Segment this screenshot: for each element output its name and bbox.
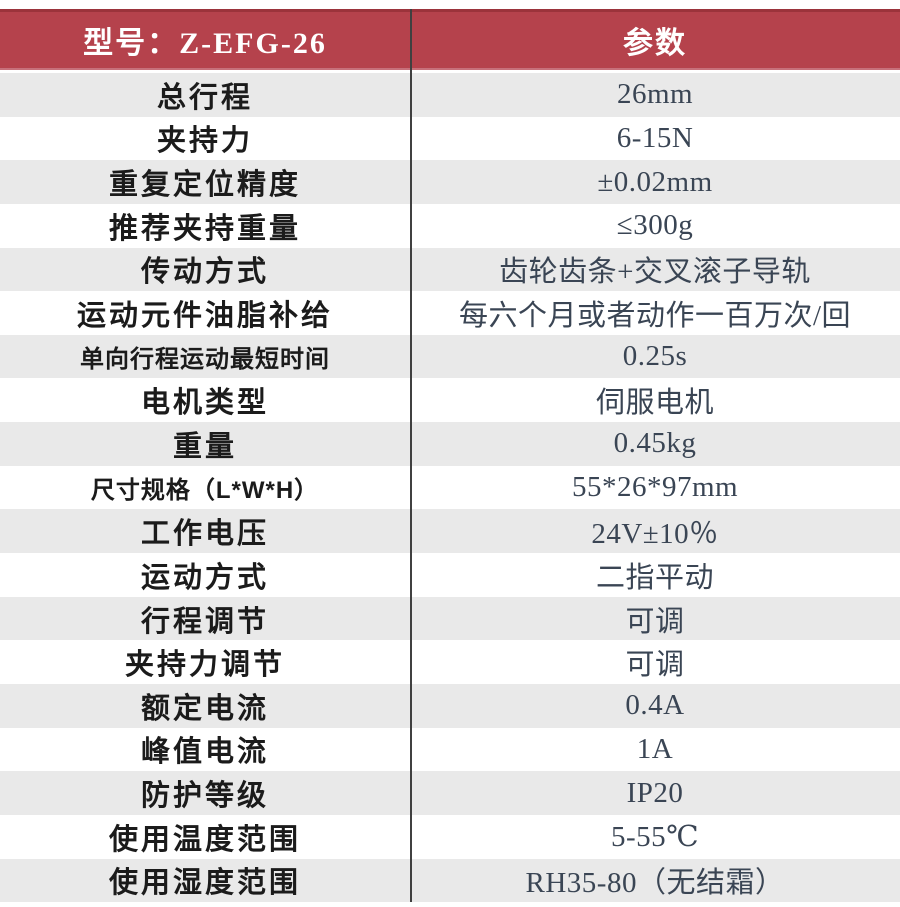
- spec-label: 工作电压: [140, 518, 269, 551]
- spec-label: 行程调节: [140, 605, 269, 638]
- spec-value: ≤300g: [616, 209, 694, 242]
- spec-label: 使用湿度范围: [108, 867, 301, 900]
- spec-value: 二指平动: [595, 561, 714, 594]
- spec-value: 可调: [625, 649, 685, 682]
- spec-value: ±0.02mm: [597, 165, 713, 198]
- table-row: 运动元件油脂补给 每六个月或者动作一百万次/回: [0, 291, 900, 335]
- spec-label: 防护等级: [140, 780, 269, 813]
- table-row: 工作电压 24V±10％: [0, 509, 900, 554]
- table-row: 行程调节 可调: [0, 596, 900, 641]
- table-header-row: 型号：Z-EFG-26 参数: [0, 9, 900, 70]
- table-row: 尺寸规格（L*W*H） 55*26*97mm: [0, 465, 900, 510]
- spec-value: 0.25s: [622, 340, 688, 373]
- header-params-cell: 参数: [623, 27, 687, 60]
- table-row: 单向行程运动最短时间 0.25s: [0, 334, 900, 379]
- spec-label: 总行程: [156, 81, 253, 114]
- table-row: 总行程 26mm: [0, 73, 900, 117]
- spec-value: 1A: [636, 732, 674, 765]
- table-row: 传动方式 齿轮齿条+交叉滚子导轨: [0, 247, 900, 292]
- spec-label: 传动方式: [140, 256, 269, 289]
- spec-label: 夹持力: [156, 125, 253, 158]
- spec-value: 齿轮齿条+交叉滚子导轨: [499, 256, 811, 289]
- spec-label: 推荐夹持重量: [108, 212, 301, 245]
- spec-label: 峰值电流: [140, 736, 269, 769]
- table-row: 夹持力调节 可调: [0, 640, 900, 684]
- table-row: 防护等级 IP20: [0, 771, 900, 815]
- spec-label: 重复定位精度: [108, 169, 301, 202]
- table-row: 使用湿度范围 RH35-80（无结霜）: [0, 858, 900, 903]
- spec-label: 尺寸规格（L*W*H）: [90, 477, 320, 505]
- table-row: 峰值电流 1A: [0, 727, 900, 772]
- spec-label: 夹持力调节: [124, 649, 285, 682]
- header-model-cell: 型号：Z-EFG-26: [83, 27, 327, 60]
- spec-value: RH35-80（无结霜）: [525, 867, 785, 900]
- table-body: 总行程 26mm 夹持力 6-15N 重复定位精度 ±0.02mm 推荐夹持重量 ≤300g 传…: [0, 73, 900, 903]
- spec-label: 运动方式: [140, 561, 269, 594]
- table-row: 推荐夹持重量 ≤300g: [0, 203, 900, 248]
- spec-value: 0.45kg: [613, 427, 697, 460]
- table-row: 重复定位精度 ±0.02mm: [0, 160, 900, 204]
- spec-label: 重量: [172, 430, 237, 463]
- table-row: 电机类型 伺服电机: [0, 378, 900, 423]
- table-row: 额定电流 0.4A: [0, 683, 900, 728]
- spec-label: 电机类型: [140, 387, 269, 420]
- spec-value: 55*26*97mm: [571, 471, 739, 504]
- table-row: 夹持力 6-15N: [0, 116, 900, 161]
- column-divider: [410, 9, 412, 903]
- spec-value: 26mm: [616, 78, 694, 111]
- table-row: 运动方式 二指平动: [0, 553, 900, 597]
- spec-label: 单向行程运动最短时间: [80, 346, 330, 374]
- spec-value: 24V±10％: [591, 518, 719, 551]
- table-row: 使用温度范围 5-55℃: [0, 814, 900, 859]
- spec-value: 可调: [625, 605, 685, 638]
- spec-label: 额定电流: [140, 692, 269, 725]
- spec-table: 型号：Z-EFG-26 参数 总行程 26mm 夹持力 6-15N 重复定位精度 ±0.0…: [0, 9, 900, 903]
- spec-value: 伺服电机: [595, 387, 714, 420]
- spec-value: IP20: [626, 776, 684, 809]
- spec-value: 每六个月或者动作一百万次/回: [458, 300, 852, 333]
- spec-label: 运动元件油脂补给: [76, 300, 333, 333]
- spec-value: 6-15N: [616, 121, 694, 154]
- spec-label: 使用温度范围: [108, 823, 301, 856]
- spec-value: 0.4A: [625, 689, 685, 722]
- spec-value: 5-55℃: [610, 821, 700, 854]
- table-row: 重量 0.45kg: [0, 422, 900, 466]
